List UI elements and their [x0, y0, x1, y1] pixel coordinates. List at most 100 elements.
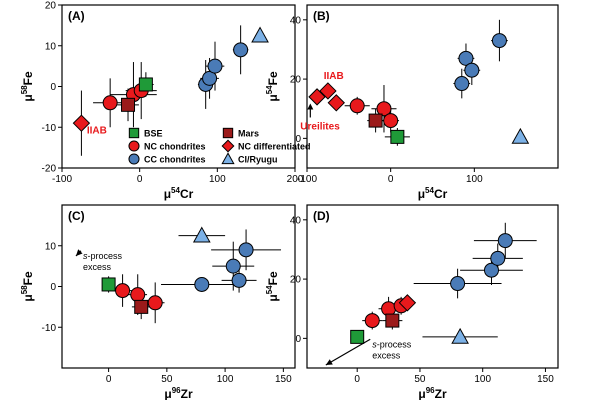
y-tick-label: 0 — [50, 82, 56, 93]
plot-data — [350, 222, 537, 344]
point-cc-chondrites — [483, 262, 499, 278]
x-tick-label: 100 — [217, 374, 234, 385]
point-nc-chondrites — [147, 295, 163, 311]
legend-marker — [128, 127, 140, 139]
x-tick-label: 100 — [466, 174, 483, 185]
panel-c: 0 50 100 150-10010(C)μ96Zrμ58Fes-processexc… — [20, 204, 296, 400]
x-tick-label: 150 — [275, 374, 292, 385]
point-nc-chondrites — [376, 101, 392, 117]
point-cc-chondrites — [225, 258, 241, 274]
annotation-rest: -process — [87, 251, 122, 261]
x-tick-label: 200 — [287, 174, 304, 185]
point-nc-chondrites — [383, 113, 399, 129]
point-ci-ryugu — [511, 127, 530, 144]
y-tick-label: 10 — [45, 241, 57, 252]
x-tick-label: 0 — [388, 174, 394, 185]
legend-label: CC chondrites — [144, 155, 206, 165]
y-axis-label-sup: 54 — [265, 85, 274, 94]
point-bse — [101, 277, 116, 292]
point-nc-differentiated — [327, 94, 345, 112]
y-axis-label-sup: 58 — [20, 285, 29, 294]
point-cc-chondrites — [233, 42, 249, 58]
annotation-arrowhead — [325, 359, 333, 366]
x-axis-label-element: Cr — [180, 187, 194, 201]
point-nc-differentiated — [319, 82, 337, 100]
y-axis-label-base: μ — [266, 94, 280, 101]
x-axis-label-sup: 96 — [172, 386, 181, 395]
x-tick-label: 50 — [414, 374, 426, 385]
x-axis-label-sup: 54 — [171, 186, 180, 195]
point-mars — [368, 113, 383, 128]
point-nc-chondrites — [349, 98, 365, 114]
y-tick-label: 20 — [290, 275, 302, 286]
plot-frame — [61, 204, 296, 369]
y-tick-label: 20 — [290, 75, 302, 86]
annotation-rest: -process — [377, 339, 412, 349]
x-tick-label: 0 — [354, 374, 360, 385]
y-axis-label-sup: 58 — [20, 85, 29, 94]
point-cc-chondrites — [464, 62, 480, 78]
x-axis-label-element: Zr — [435, 387, 447, 400]
point-cc-chondrites — [454, 76, 470, 92]
y-axis-label-base: μ — [266, 294, 280, 301]
legend-label: NC chondrites — [144, 142, 206, 152]
x-axis-label: μ54Cr — [164, 186, 194, 201]
panel-label: (A) — [68, 9, 85, 23]
plot-frame — [306, 204, 559, 369]
legend-label: BSE — [144, 129, 163, 139]
x-tick-label: 0 — [137, 174, 143, 185]
legend-marker — [221, 152, 235, 165]
y-axis-label: μ54Fe — [265, 271, 280, 302]
y-axis-label-element: Fe — [266, 271, 280, 285]
x-tick-label: 50 — [161, 374, 173, 385]
annotation-text: s-process — [83, 251, 123, 261]
x-axis-label: μ54Cr — [418, 186, 448, 201]
x-tick-label: 150 — [537, 374, 554, 385]
y-tick-label: -20 — [42, 164, 57, 175]
point-ci-ryugu — [451, 327, 469, 344]
point-mars — [385, 313, 400, 328]
point-mars — [134, 299, 149, 314]
x-tick-label: -100 — [52, 174, 72, 185]
x-tick-label: -100 — [297, 174, 317, 185]
legend-marker — [128, 140, 140, 152]
x-axis-label: μ96Zr — [418, 386, 447, 400]
plot-data — [72, 25, 269, 156]
annotation-text: s-process — [372, 339, 412, 349]
point-cc-chondrites — [490, 250, 506, 266]
y-axis-label-element: Fe — [266, 71, 280, 85]
x-tick-label: 0 — [106, 374, 112, 385]
y-axis-label-element: Fe — [21, 271, 35, 285]
legend-marker — [128, 153, 140, 165]
annotation-text: excess — [83, 262, 112, 272]
point-nc-chondrites — [364, 313, 380, 329]
y-tick-label: 0 — [295, 334, 301, 345]
y-axis-label: μ58Fe — [20, 71, 35, 102]
y-tick-label: 0 — [50, 282, 56, 293]
annotation-italic: s — [83, 251, 88, 261]
legend-marker — [222, 127, 234, 139]
y-tick-label: 20 — [45, 1, 57, 12]
point-nc-chondrites — [130, 287, 146, 303]
legend: BSE Mars NC chondrites NC differentiated CC … — [128, 127, 311, 165]
point-cc-chondrites — [238, 242, 254, 258]
point-nc-differentiated — [308, 88, 326, 106]
annotation-italic: s — [372, 339, 377, 349]
annotation-arrowhead — [307, 103, 314, 110]
x-axis-label-element: Zr — [181, 387, 193, 400]
point-cc-chondrites — [450, 276, 466, 292]
y-axis-label-base: μ — [21, 294, 35, 301]
point-cc-chondrites — [207, 58, 223, 74]
point-nc-differentiated — [72, 114, 91, 132]
point-cc-chondrites — [202, 70, 218, 86]
plot-frame — [306, 4, 559, 169]
point-cc-chondrites — [231, 272, 247, 288]
point-cc-chondrites — [458, 50, 474, 66]
point-ci-ryugu — [251, 26, 269, 43]
annotation-label: IIAB — [324, 71, 344, 82]
point-bse — [138, 77, 153, 92]
point-cc-chondrites — [491, 33, 507, 49]
x-tick-label: 100 — [209, 174, 226, 185]
